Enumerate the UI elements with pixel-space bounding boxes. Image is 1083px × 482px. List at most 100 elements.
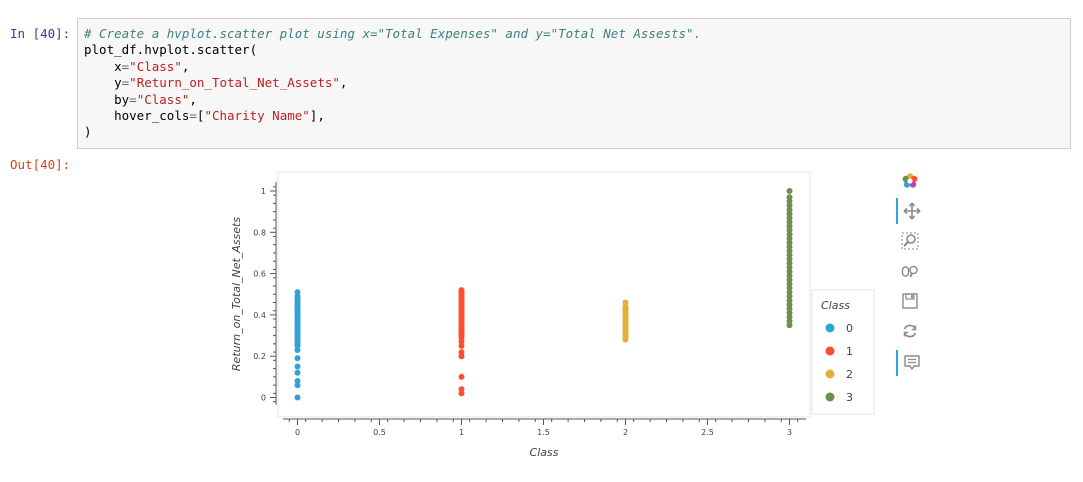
- scatter-point-class-3[interactable]: [786, 231, 793, 238]
- scatter-point-class-1[interactable]: [458, 338, 465, 345]
- scatter-point-class-3[interactable]: [786, 214, 793, 221]
- y-tick-label: 0.6: [253, 270, 266, 279]
- box-zoom-tool-button[interactable]: [896, 228, 924, 254]
- y-tick-label: 0.8: [253, 228, 266, 237]
- scatter-point-class-3[interactable]: [786, 293, 793, 300]
- scatter-point-class-0[interactable]: [294, 355, 301, 362]
- output-prompt: Out[40]:: [10, 157, 71, 172]
- scatter-point-class-1[interactable]: [458, 342, 465, 349]
- x-tick-label: 2.5: [701, 428, 714, 437]
- x-tick-label: 1: [459, 428, 464, 437]
- legend-label: 2: [846, 368, 853, 381]
- scatter-point-class-1[interactable]: [458, 349, 465, 356]
- scatter-point-class-3[interactable]: [786, 227, 793, 234]
- scatter-point-class-0[interactable]: [294, 363, 301, 370]
- scatter-point-class-3[interactable]: [786, 318, 793, 325]
- scatter-point-class-0[interactable]: [294, 289, 301, 296]
- code-close: ): [84, 124, 92, 140]
- y-tick-label: 1: [261, 187, 266, 196]
- scatter-point-class-0[interactable]: [294, 369, 301, 376]
- scatter-point-class-3[interactable]: [786, 235, 793, 242]
- code-hover-kw: hover_cols: [114, 108, 190, 124]
- scatter-point-class-3[interactable]: [786, 188, 793, 194]
- scatter-point-class-3[interactable]: [786, 260, 793, 267]
- scatter-point-class-3[interactable]: [786, 285, 793, 292]
- pan-tool-button[interactable]: [896, 198, 926, 224]
- x-tick-label: 0.5: [373, 428, 386, 437]
- scatter-point-class-1[interactable]: [458, 390, 465, 397]
- scatter-point-class-3[interactable]: [786, 243, 793, 250]
- scatter-point-class-3[interactable]: [786, 322, 793, 329]
- scatter-point-class-3[interactable]: [786, 256, 793, 263]
- wheel-zoom-tool-button[interactable]: [896, 258, 924, 284]
- code-comment: # Create a hvplot.scatter plot using x="…: [84, 26, 702, 41]
- scatter-point-class-3[interactable]: [786, 206, 793, 213]
- input-prompt: In [40]:: [10, 26, 71, 41]
- scatter-point-class-3[interactable]: [786, 272, 793, 279]
- scatter-point-class-0[interactable]: [294, 377, 301, 384]
- scatter-point-class-3[interactable]: [786, 289, 793, 296]
- y-axis-label: Return_on_Total_Net_Assets: [230, 217, 243, 371]
- scatter-point-class-3[interactable]: [786, 194, 793, 201]
- pan-icon: [903, 202, 921, 220]
- scatter-point-class-1[interactable]: [458, 373, 465, 380]
- legend-label: 1: [846, 345, 853, 358]
- code-editor[interactable]: # Create a hvplot.scatter plot using x="…: [84, 26, 702, 140]
- legend-box: [811, 289, 875, 415]
- y-axis: 0 0.2 0.4 0.6 0.8 1: [253, 182, 277, 405]
- scatter-point-class-1[interactable]: [458, 287, 465, 294]
- scatter-point-class-3[interactable]: [786, 210, 793, 217]
- scatter-point-class-3[interactable]: [786, 198, 793, 205]
- scatter-point-class-0[interactable]: [294, 293, 301, 300]
- x-tick-label: 0: [295, 428, 300, 437]
- scatter-point-class-3[interactable]: [786, 202, 793, 209]
- scatter-point-class-3[interactable]: [786, 268, 793, 275]
- scatter-points[interactable]: [294, 188, 793, 401]
- legend-label: 3: [846, 391, 853, 404]
- code-hover-val: "Charity Name": [204, 108, 310, 124]
- code-x-kw: x: [114, 58, 122, 74]
- x-axis: 0 0.5 1 1.5 2 2.5 3: [283, 418, 806, 437]
- scatter-point-class-3[interactable]: [786, 280, 793, 287]
- scatter-point-class-3[interactable]: [786, 239, 793, 246]
- legend-title: Class: [821, 299, 850, 312]
- hover-tool-button[interactable]: [896, 350, 926, 376]
- scatter-point-class-0[interactable]: [294, 347, 301, 354]
- scatter-point-class-3[interactable]: [786, 247, 793, 254]
- plot-frame: [277, 171, 811, 418]
- scatter-point-class-3[interactable]: [786, 276, 793, 283]
- x-axis-label: Class: [530, 446, 559, 459]
- y-tick-label: 0.2: [253, 352, 266, 361]
- scatter-point-class-3[interactable]: [786, 309, 793, 316]
- scatter-point-class-3[interactable]: [786, 297, 793, 304]
- y-tick-label: 0: [261, 394, 266, 403]
- scatter-point-class-3[interactable]: [786, 218, 793, 225]
- scatter-point-class-1[interactable]: [458, 353, 465, 360]
- scatter-point-class-3[interactable]: [786, 301, 793, 308]
- scatter-point-class-2[interactable]: [622, 303, 629, 310]
- save-tool-button[interactable]: [896, 288, 924, 314]
- code-x-val: "Class": [129, 58, 182, 74]
- reset-tool-button[interactable]: [896, 318, 924, 344]
- code-by-val: "Class": [136, 91, 190, 107]
- scatter-point-class-1[interactable]: [458, 386, 465, 393]
- x-tick-label: 1.5: [537, 428, 550, 437]
- scatter-point-class-0[interactable]: [294, 394, 301, 401]
- code-cell[interactable]: # Create a hvplot.scatter plot using x="…: [77, 18, 1071, 149]
- scatter-point-class-3[interactable]: [786, 223, 793, 230]
- code-y-val: "Return_on_Total_Net_Assets": [129, 75, 340, 91]
- scatter-point-class-3[interactable]: [786, 305, 793, 312]
- bokeh-logo-icon[interactable]: [896, 168, 924, 194]
- scatter-point-class-0[interactable]: [294, 382, 301, 389]
- scatter-point-class-3[interactable]: [786, 313, 793, 320]
- code-by-kw: by: [114, 91, 130, 107]
- scatter-point-class-3[interactable]: [786, 264, 793, 271]
- scatter-point-class-3[interactable]: [786, 252, 793, 259]
- code-y-kw: y: [114, 75, 122, 91]
- hover-icon: [904, 355, 920, 371]
- reset-icon: [903, 324, 917, 338]
- legend-swatch: [825, 323, 835, 333]
- box-zoom-icon: [901, 232, 919, 250]
- scatter-point-class-2[interactable]: [622, 299, 629, 306]
